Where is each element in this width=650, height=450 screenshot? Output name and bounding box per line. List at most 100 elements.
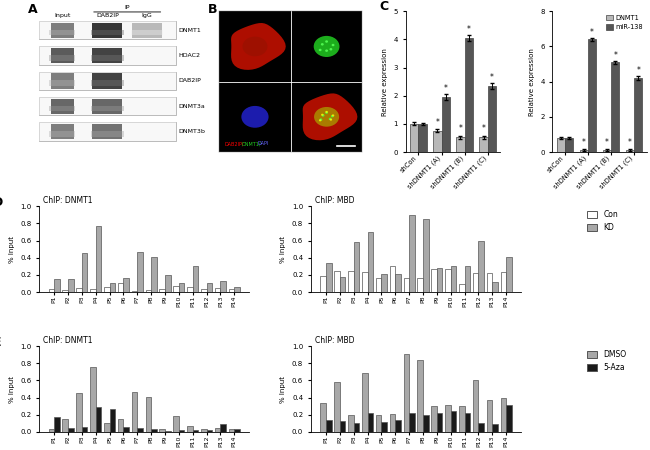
Bar	[229, 428, 234, 432]
Bar	[91, 55, 124, 60]
Bar	[450, 266, 456, 292]
Ellipse shape	[241, 106, 268, 128]
Bar	[506, 257, 512, 292]
Text: E: E	[0, 336, 1, 349]
Bar	[118, 419, 124, 432]
Text: C: C	[380, 0, 389, 13]
Bar	[159, 289, 165, 292]
Bar	[320, 276, 326, 292]
Ellipse shape	[318, 49, 322, 51]
Bar	[90, 289, 96, 292]
Bar	[456, 137, 465, 152]
Bar	[234, 428, 240, 432]
Bar	[465, 266, 470, 292]
Bar	[626, 150, 634, 152]
Bar	[234, 287, 240, 292]
Bar	[39, 122, 176, 141]
Bar	[465, 413, 470, 432]
Bar	[51, 73, 73, 89]
Bar	[92, 99, 122, 114]
Bar	[556, 138, 565, 152]
Text: *: *	[490, 72, 494, 81]
Bar	[326, 263, 332, 292]
Bar	[159, 428, 165, 432]
Bar	[96, 226, 101, 292]
Bar	[49, 131, 75, 136]
Bar	[340, 277, 345, 292]
Text: B: B	[208, 3, 217, 16]
Bar	[409, 413, 415, 432]
Bar	[423, 219, 428, 292]
Bar	[118, 283, 124, 292]
Text: *: *	[628, 138, 632, 147]
Bar	[348, 415, 354, 432]
Bar	[151, 428, 157, 432]
Bar	[390, 266, 395, 292]
Ellipse shape	[332, 114, 334, 117]
Bar	[404, 354, 409, 432]
Bar	[51, 22, 73, 38]
Bar	[207, 430, 212, 432]
Bar	[174, 286, 179, 292]
Bar	[465, 38, 473, 152]
Ellipse shape	[325, 50, 328, 52]
Y-axis label: Relative expression: Relative expression	[528, 48, 534, 116]
Bar	[96, 407, 101, 432]
Bar	[215, 288, 220, 292]
Bar	[437, 268, 443, 292]
Ellipse shape	[321, 43, 324, 45]
Bar	[382, 422, 387, 432]
Bar	[432, 269, 437, 292]
Bar	[473, 273, 478, 292]
Bar	[390, 414, 395, 432]
Text: Input: Input	[54, 13, 70, 18]
Bar	[634, 78, 642, 152]
Bar	[193, 430, 198, 432]
Bar	[187, 287, 193, 292]
Bar	[49, 106, 75, 111]
Bar	[478, 423, 484, 432]
Bar	[450, 411, 456, 432]
Bar	[478, 240, 484, 292]
Bar	[92, 73, 122, 89]
Bar	[91, 106, 124, 111]
Bar	[432, 406, 437, 432]
Text: DAB2IP/: DAB2IP/	[225, 141, 244, 146]
Ellipse shape	[332, 44, 335, 46]
Ellipse shape	[314, 36, 339, 57]
Bar	[54, 279, 60, 292]
Bar	[146, 397, 151, 432]
Text: DNMT3a: DNMT3a	[179, 104, 205, 109]
Bar	[104, 287, 110, 292]
Legend: Con, KD: Con, KD	[586, 210, 618, 232]
Bar	[179, 430, 185, 432]
Text: *: *	[605, 138, 609, 147]
Bar	[588, 40, 596, 152]
Bar	[124, 278, 129, 292]
Bar	[132, 291, 137, 292]
Bar	[423, 415, 428, 432]
Bar	[445, 405, 450, 432]
Bar	[104, 423, 110, 432]
Bar	[376, 278, 382, 292]
Bar	[404, 278, 409, 292]
Text: HDAC2: HDAC2	[179, 53, 200, 58]
Text: *: *	[590, 28, 594, 37]
Bar	[91, 81, 124, 86]
Ellipse shape	[330, 48, 332, 50]
Bar	[174, 416, 179, 432]
Bar	[409, 215, 415, 292]
Text: *: *	[444, 84, 448, 93]
Bar	[492, 282, 498, 292]
Bar	[340, 421, 345, 432]
Bar	[82, 253, 87, 292]
Ellipse shape	[325, 111, 328, 114]
Bar	[320, 403, 326, 432]
Bar	[362, 373, 367, 432]
Bar	[137, 252, 143, 292]
Bar	[362, 272, 367, 292]
Text: DNMT1/: DNMT1/	[241, 141, 261, 146]
Ellipse shape	[321, 114, 324, 116]
Bar	[367, 413, 373, 432]
Bar	[580, 150, 588, 152]
